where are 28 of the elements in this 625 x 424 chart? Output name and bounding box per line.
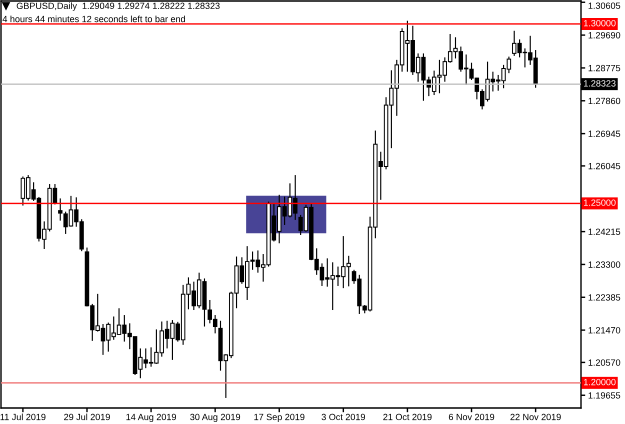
y-tick-label: 1.24215 [588, 228, 620, 235]
candlestick [58, 198, 62, 222]
y-tick-label: 1.19655 [588, 392, 620, 399]
y-tick-label: 1.26045 [588, 162, 620, 170]
y-tick-label: 1.27860 [588, 98, 620, 104]
text: 4 hours 44 minutes 12 seconds left to bar end [2, 16, 185, 22]
y-tick-label: 1.29690 [588, 32, 620, 38]
x-tick-label: 14 Aug 2019 [126, 414, 176, 422]
ref-line-label: 1.25000 [584, 199, 616, 206]
y-tick-label: 1.20570 [588, 359, 620, 366]
y-tick-label: 1.21470 [588, 327, 620, 334]
y-tick-label: 1.22385 [588, 294, 620, 301]
ref-line-label: 1.28323 [584, 80, 616, 87]
y-tick-label: 1.26945 [588, 130, 620, 137]
y-tick-label: 1.23300 [588, 261, 620, 268]
x-tick-label: 30 Aug 2019 [190, 414, 240, 422]
x-tick-label: 3 Oct 2019 [322, 414, 365, 420]
x-tick-label: 11 Jul 2019 [0, 414, 46, 420]
x-tick-label: 21 Oct 2019 [383, 414, 432, 420]
y-tick-label: 1.28775 [588, 64, 620, 72]
chart-title: GBPUSD,Daily 1.29049 1.29274 1.28222 1.28323 [16, 2, 220, 11]
x-tick-label: 17 Sep 2019 [254, 414, 304, 422]
ref-line-label: 1.30000 [584, 20, 616, 26]
ref-line-label: 1.20000 [584, 378, 616, 386]
y-tick-label: 1.30605 [588, 2, 620, 9]
x-tick-label: 6 Nov 2019 [448, 414, 494, 420]
x-tick-label: 29 Jul 2019 [64, 414, 110, 420]
x-tick-label: 22 Nov 2019 [510, 414, 561, 420]
